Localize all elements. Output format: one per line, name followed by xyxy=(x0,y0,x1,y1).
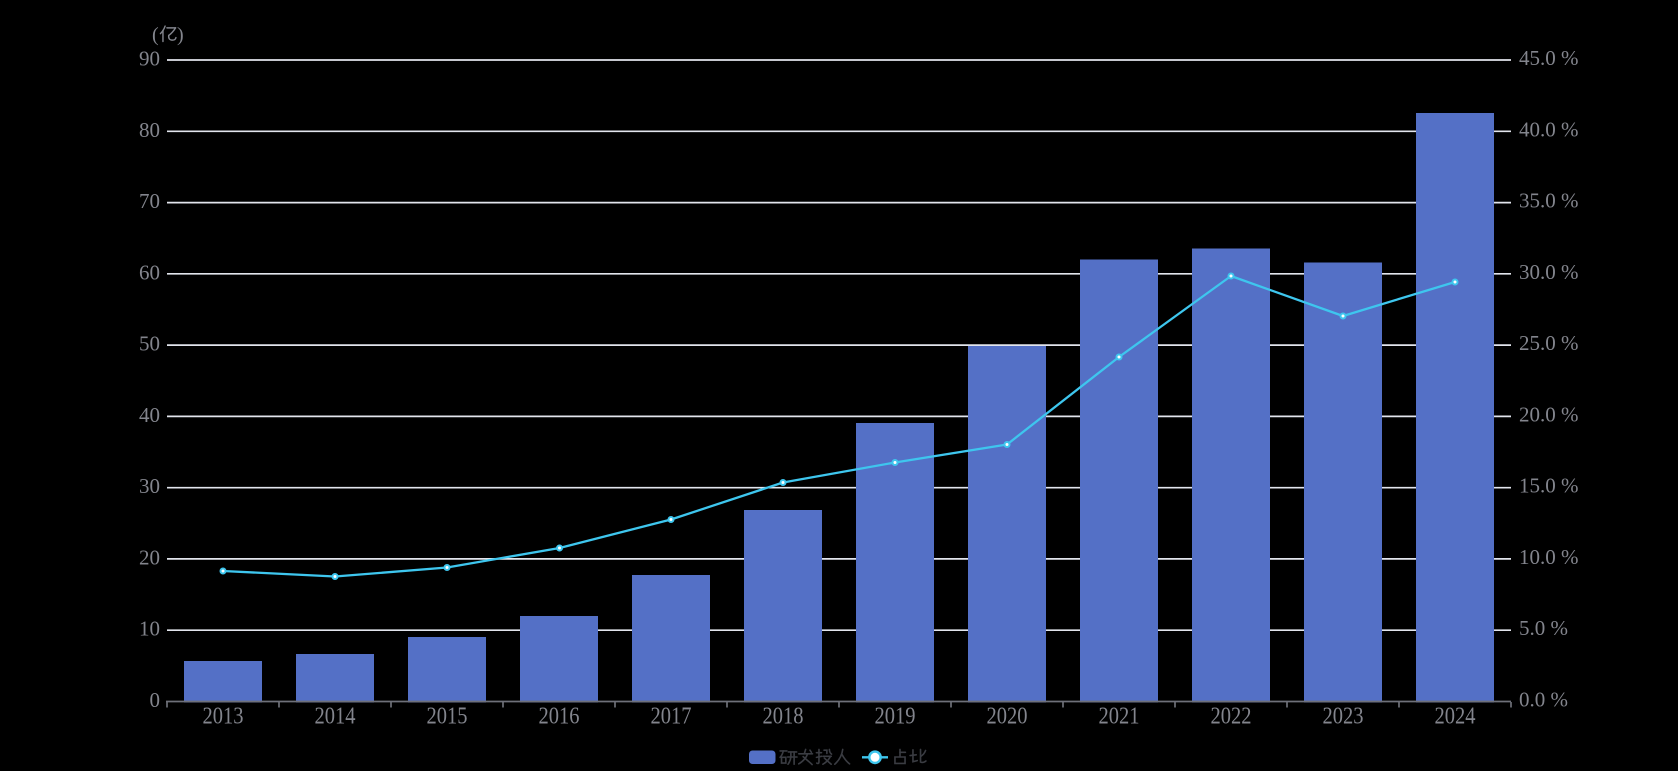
svg-text:20.0 %: 20.0 % xyxy=(1519,402,1579,426)
svg-text:2016: 2016 xyxy=(539,704,580,730)
svg-text:): ) xyxy=(177,24,184,46)
svg-text:40: 40 xyxy=(139,403,160,427)
svg-text:2017: 2017 xyxy=(651,704,692,730)
svg-text:2020: 2020 xyxy=(987,704,1028,730)
svg-text:(: ( xyxy=(152,24,159,46)
svg-text:90: 90 xyxy=(139,47,160,71)
svg-text:2023: 2023 xyxy=(1323,704,1364,730)
svg-text:50: 50 xyxy=(139,332,160,356)
svg-text:20: 20 xyxy=(139,545,160,569)
svg-text:35.0 %: 35.0 % xyxy=(1519,189,1579,213)
svg-text:10: 10 xyxy=(139,617,160,641)
svg-text:25.0 %: 25.0 % xyxy=(1519,331,1579,355)
svg-text:0.0 %: 0.0 % xyxy=(1519,688,1568,712)
svg-text:80: 80 xyxy=(139,118,160,142)
svg-text:2019: 2019 xyxy=(875,704,916,730)
svg-text:2015: 2015 xyxy=(427,704,468,730)
svg-text:5.0 %: 5.0 % xyxy=(1519,616,1568,640)
svg-text:2014: 2014 xyxy=(315,704,356,730)
svg-text:70: 70 xyxy=(139,189,160,213)
svg-text:30.0 %: 30.0 % xyxy=(1519,260,1579,284)
svg-text:2018: 2018 xyxy=(763,704,804,730)
svg-text:2013: 2013 xyxy=(203,704,244,730)
svg-text:2024: 2024 xyxy=(1435,704,1476,730)
svg-text:2022: 2022 xyxy=(1211,704,1252,730)
svg-text:45.0 %: 45.0 % xyxy=(1519,46,1579,70)
svg-text:2021: 2021 xyxy=(1099,704,1140,730)
svg-text:40.0 %: 40.0 % xyxy=(1519,117,1579,141)
svg-text:0: 0 xyxy=(150,688,161,712)
svg-text:60: 60 xyxy=(139,260,160,284)
svg-text:15.0 %: 15.0 % xyxy=(1519,474,1579,498)
svg-text:30: 30 xyxy=(139,474,160,498)
svg-text:10.0 %: 10.0 % xyxy=(1519,545,1579,569)
